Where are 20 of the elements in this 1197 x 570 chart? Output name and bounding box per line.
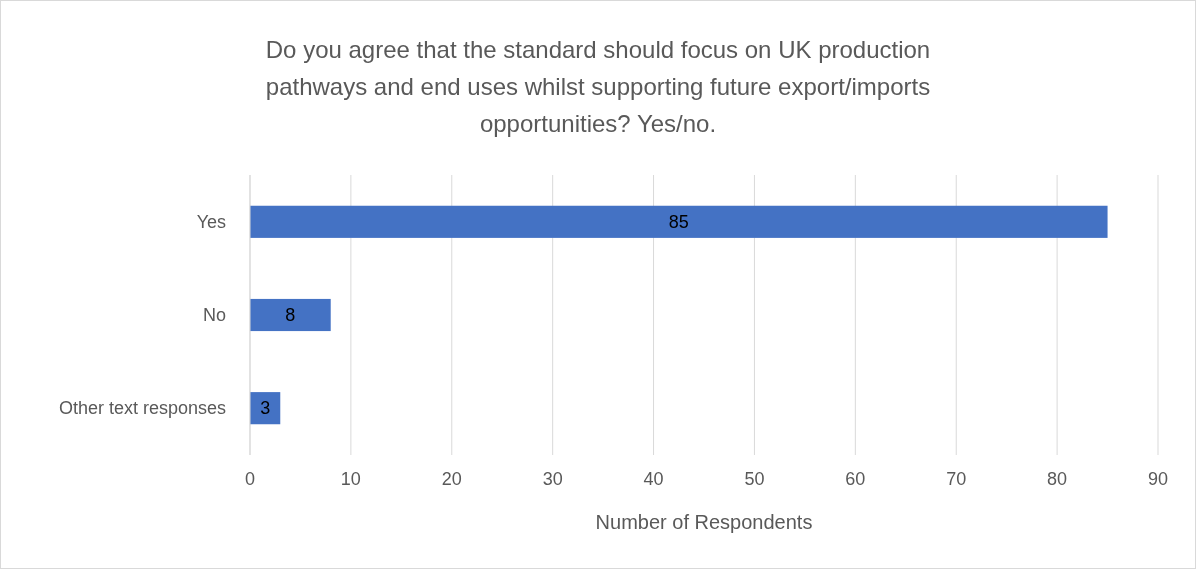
bar [250,205,1108,238]
x-tick-label: 30 [542,469,563,489]
x-tick-label: 80 [1047,469,1068,489]
chart-title: Do you agree that the standard should focus on UK production pathways and end uses whilst supporting future export/imports opportunities? Yes/no. [265,36,931,137]
data-label: 3 [260,398,271,419]
x-tick-label: 0 [244,469,256,489]
x-tick-label: 90 [1147,469,1169,489]
x-tick-label: 50 [744,469,765,489]
x-tick-label: 40 [643,469,664,489]
y-tick-label: Yes [196,212,226,233]
x-tick-label: 20 [441,469,462,489]
x-axis-title: Number of Respondents [595,511,813,533]
x-tick-label: 70 [946,469,967,489]
y-tick-label: Other text responses [58,398,226,419]
data-label: 8 [285,305,296,326]
x-tick-label: 60 [845,469,866,489]
bar [250,298,331,332]
y-tick-label: No [202,305,226,326]
x-tick-label: 10 [340,469,361,489]
data-label: 85 [668,212,689,233]
